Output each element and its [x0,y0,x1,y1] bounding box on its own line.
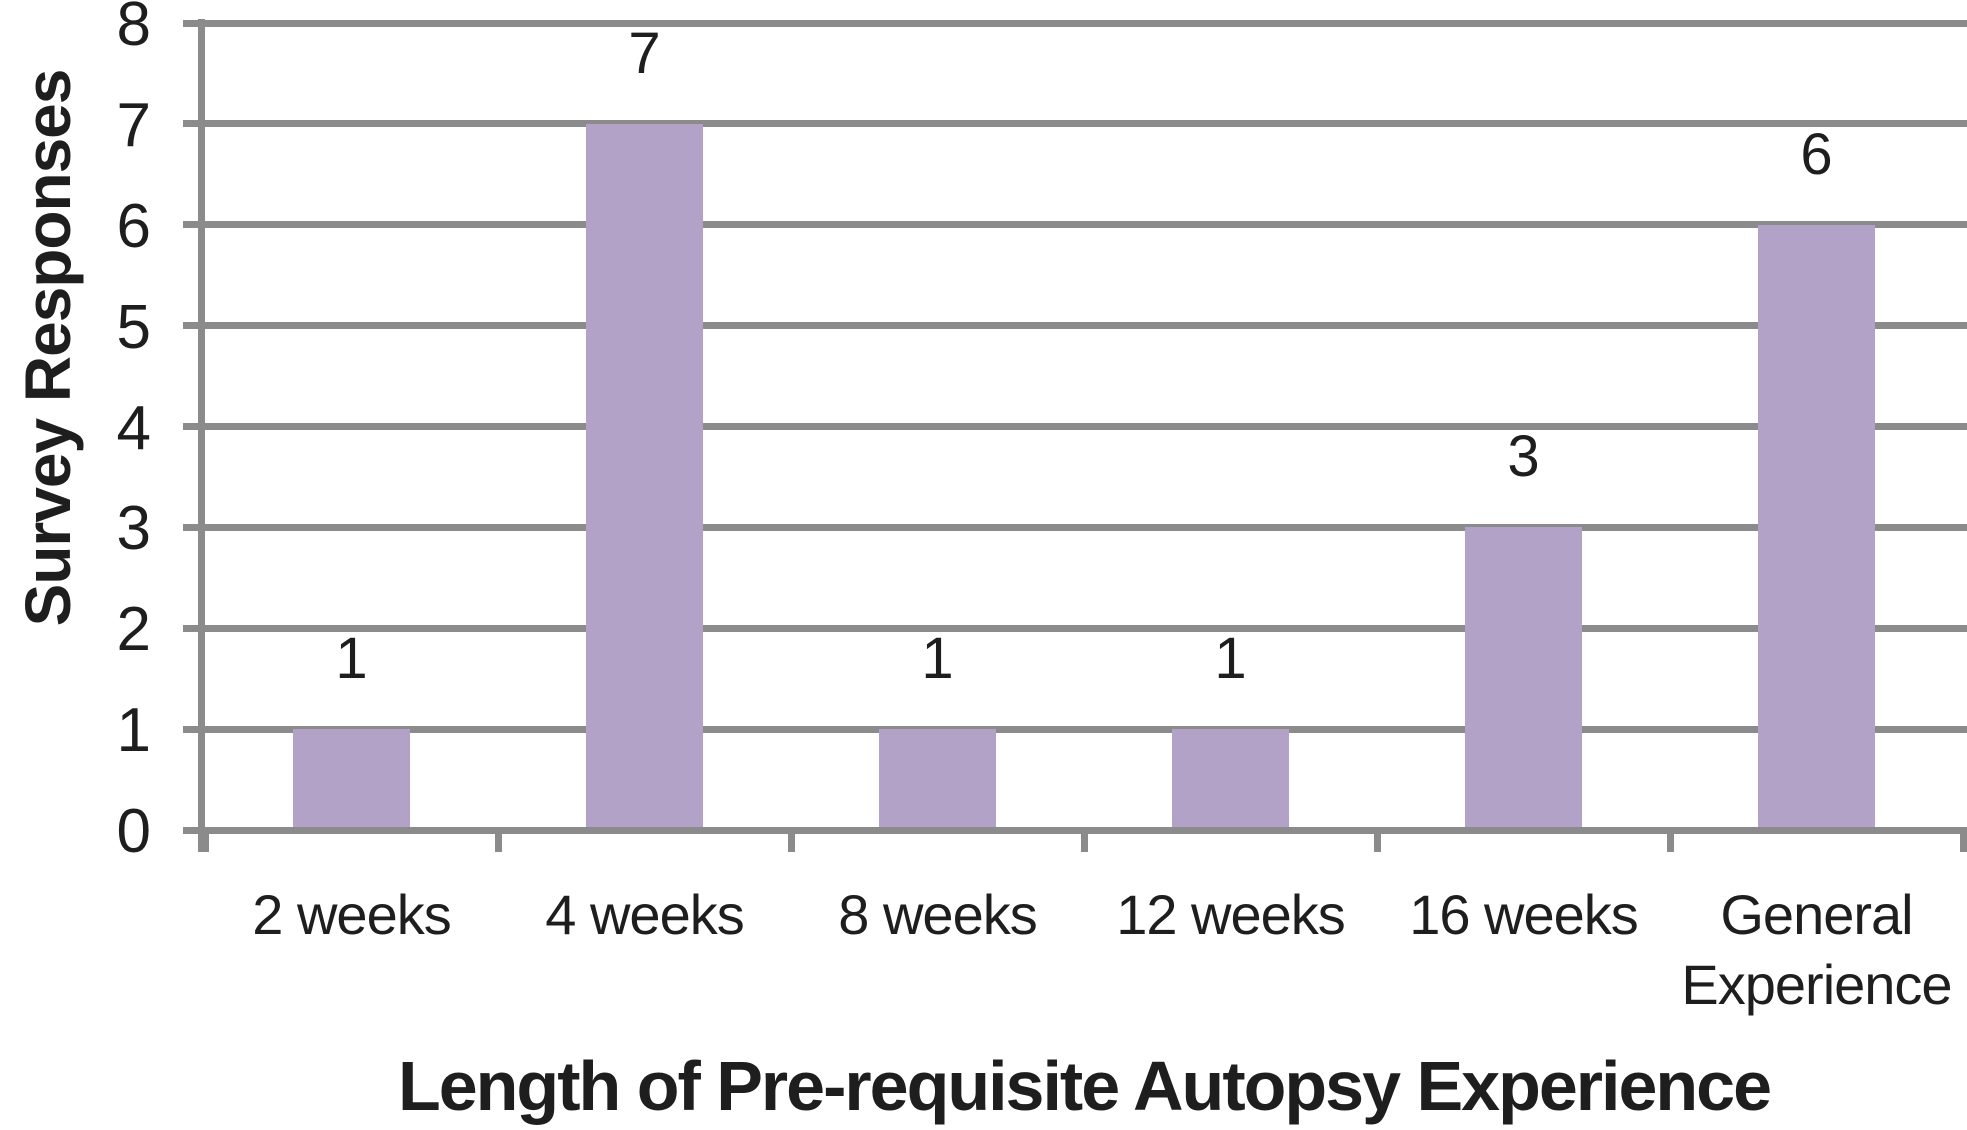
x-axis-tick [787,830,795,852]
bar-value-label: 7 [628,20,661,86]
x-tick-label: General Experience [1681,883,1952,1016]
x-axis-tick [1666,830,1674,852]
x-axis-tick [201,830,209,852]
gridline [183,423,1967,430]
y-tick-label: 8 [116,0,151,59]
x-axis-tick [1080,830,1088,852]
gridline [183,322,1967,330]
x-tick-label: 16 weeks [1409,883,1639,946]
y-tick-label: 6 [116,191,151,261]
bar [879,729,996,830]
y-tick-label: 5 [116,292,151,362]
bar-value-label: 3 [1507,424,1540,490]
y-tick-label: 4 [116,393,151,463]
bar [586,123,703,830]
gridline [183,826,1967,834]
bar-value-label: 6 [1800,121,1833,187]
bar [1465,527,1582,830]
x-tick-label: 12 weeks [1116,883,1346,946]
y-tick-label: 0 [116,797,151,866]
bar [293,729,410,830]
gridline [183,725,1967,733]
y-tick-label: 1 [116,696,151,766]
y-tick-label: 7 [116,90,151,160]
x-tick-label: 2 weeks [252,883,451,946]
bar-value-label: 1 [921,626,954,692]
gridline [183,120,1967,128]
gridline [183,624,1967,632]
bar [1172,729,1289,830]
y-tick-label: 3 [116,494,151,564]
x-axis-title: Length of Pre-requisite Autopsy Experien… [397,1047,1772,1125]
gridline [183,221,1967,229]
bar-value-label: 1 [1214,626,1247,692]
x-axis-tick [1373,830,1381,852]
gridline [183,19,1967,27]
x-tick-label: 4 weeks [545,883,744,946]
y-tick-label: 2 [116,595,151,665]
y-axis-line [198,19,205,852]
gridline [183,523,1967,531]
x-axis-tick [494,830,502,852]
bar [1758,224,1875,830]
x-tick-label: 8 weeks [838,883,1037,946]
bar-value-label: 1 [335,626,368,692]
x-axis-tick [1959,830,1967,852]
